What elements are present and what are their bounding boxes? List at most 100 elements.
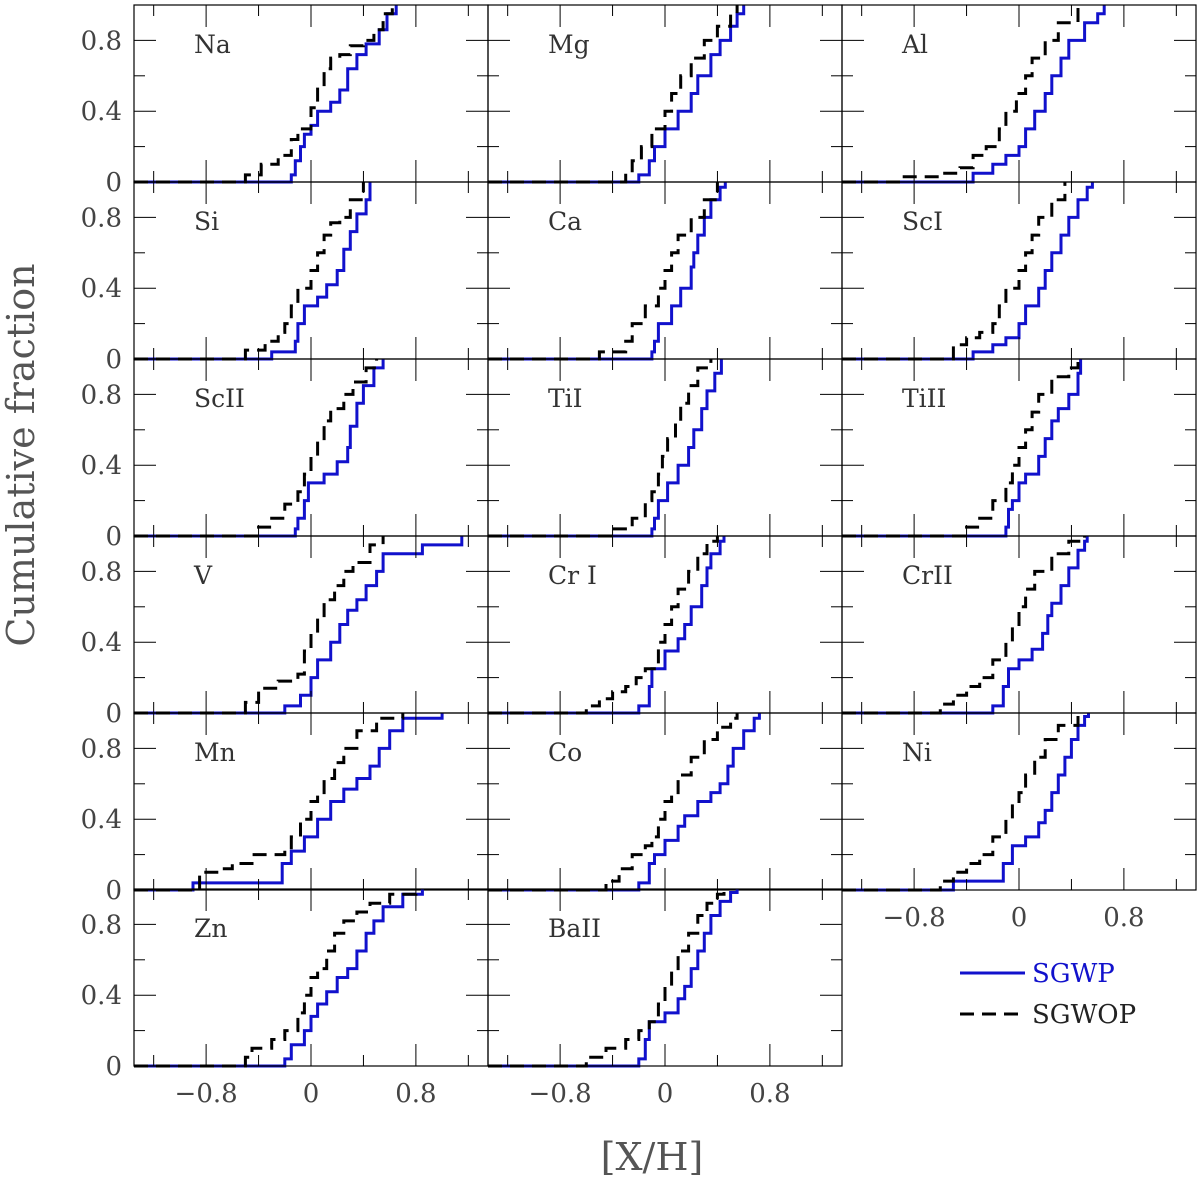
panel-mg-sgwop-line [488,5,739,184]
panel-mn-ytick-label: 0.8 [81,734,122,764]
panel-baii-label: BaII [548,914,601,943]
panel-cr-i-sgwop-line [488,536,719,715]
panel-baii: BaII −0.8 0 0.8 [487,888,843,1109]
panel-tiii-sgwop-line [842,359,1080,538]
x-axis-title: [X/H] [601,1135,704,1179]
panel-al-sgwp-line [842,5,1106,184]
panel-tii-sgwp-line [488,359,723,538]
panel-na-ytick-label: 0.8 [81,26,122,56]
panel-na-sgwp-line [134,5,398,184]
panel-si-sgwop-line [134,182,365,361]
panel-crii-sgwop-line [842,536,1087,715]
legend-label-sgwp: SGWP [1032,959,1115,989]
panel-si-label: Si [194,207,219,236]
panel-mg-label: Mg [548,30,590,59]
panel-tiii: TiII [841,358,1197,538]
panel-scii-ytick-label: 0 [105,522,122,552]
panel-cr-i: Cr I [487,535,843,715]
panel-cr-i-label: Cr I [548,561,597,590]
panel-tii-sgwop-line [488,359,713,538]
panel-sci-sgwop-line [842,182,1067,361]
panel-crii-sgwp-line [842,536,1089,715]
panel-scii-ytick-label: 0.8 [81,380,122,410]
panel-ca-label: Ca [548,207,582,236]
panel-zn-xtick-label: −0.8 [175,1079,238,1109]
panel-scii: ScII 0 0.4 0.8 [81,358,489,552]
panel-si-sgwp-line [134,182,372,361]
panel-crii-label: CrII [902,561,953,590]
panel-ni: Ni −0.8 0 0.8 [841,712,1197,933]
panel-sci-sgwp-line [842,182,1094,361]
panel-co: Co [487,712,843,892]
panel-tiii-sgwp-line [842,359,1083,538]
panel-ca-sgwop-line [488,182,719,361]
panel-crii: CrII [841,535,1197,715]
panel-si-ytick-label: 0.8 [81,203,122,233]
panel-co-label: Co [548,738,582,767]
panel-mg-sgwp-line [488,5,746,184]
panel-tii: TiI [487,358,843,538]
panel-si: Si 0 0.4 0.8 [81,181,489,375]
panel-ca-sgwp-line [488,182,727,361]
panel-v-ytick-label: 0.4 [81,628,122,658]
panel-baii-sgwp-line [488,889,739,1068]
panel-mn-ytick-label: 0 [105,876,122,906]
panel-zn-xtick-label: 0 [303,1079,320,1109]
panel-scii-sgwp-line [134,359,385,538]
panel-co-sgwp-line [488,713,761,892]
panel-v-ytick-label: 0.8 [81,557,122,587]
panel-mn-sgwp-line [134,713,444,892]
panel-mn-sgwop-line [134,713,405,892]
panel-ni-xtick-label: 0 [1011,903,1028,933]
panel-scii-frame [133,358,489,537]
panel-baii-frame [487,888,843,1067]
panel-al: Al [841,4,1197,184]
panel-tii-label: TiI [548,384,583,413]
panel-v-sgwp-line [134,536,464,715]
panel-baii-xtick-label: 0.8 [749,1079,790,1109]
panel-al-sgwop-line [842,5,1080,184]
panel-zn-ytick-label: 0.8 [81,910,122,940]
panel-tiii-label: TiII [902,384,946,413]
panel-sci: ScI [841,181,1197,361]
panel-ni-xtick-label: 0.8 [1103,903,1144,933]
panel-na: Na 0 0.4 0.8 [81,4,489,198]
y-axis-title: Cumulative fraction [0,263,43,646]
panel-v: V 0 0.4 0.8 [81,535,489,729]
panel-al-label: Al [901,30,928,59]
panel-ni-sgwop-line [842,713,1080,892]
panel-v-ytick-label: 0 [105,699,122,729]
panel-baii-sgwop-line [488,889,726,1068]
panel-zn: Zn 0 0.4 0.8 −0.8 0 0.8 [81,888,489,1109]
panel-co-sgwop-line [488,713,739,892]
panel-zn-sgwop-line [134,889,418,1068]
panel-scii-ytick-label: 0.4 [81,451,122,481]
panel-ni-sgwp-line [842,713,1090,892]
panel-grid: Na 0 0.4 0.8 Mg Al Si 0 0.4 0.8 Ca ScI ScII 0 0.4 0.8 Ti… [81,4,1197,1109]
panel-ca: Ca [487,181,843,361]
panel-zn-sgwp-line [134,889,424,1068]
panel-scii-label: ScII [194,384,245,413]
panel-mn: Mn 0 0.4 0.8 [81,712,489,906]
panel-zn-ytick-label: 0.4 [81,981,122,1011]
panel-na-ytick-label: 0.4 [81,97,122,127]
panel-si-ytick-label: 0 [105,345,122,375]
panel-na-sgwop-line [134,5,394,184]
panel-zn-label: Zn [194,914,227,943]
panel-si-ytick-label: 0.4 [81,274,122,304]
panel-tii-frame [487,358,843,537]
panel-na-ytick-label: 0 [105,168,122,198]
panel-scii-sgwop-line [134,359,379,538]
panel-zn-xtick-label: 0.8 [395,1079,436,1109]
panel-ni-label: Ni [902,738,932,767]
panel-mg-frame [487,4,843,183]
panel-sci-label: ScI [902,207,943,236]
panel-ni-xtick-label: −0.8 [883,903,946,933]
panel-v-label: V [193,561,213,590]
panel-cr-i-sgwp-line [488,536,726,715]
panel-zn-ytick-label: 0 [105,1052,122,1082]
panel-na-frame [133,4,489,183]
panel-na-label: Na [194,30,231,59]
panel-mn-label: Mn [194,738,236,767]
